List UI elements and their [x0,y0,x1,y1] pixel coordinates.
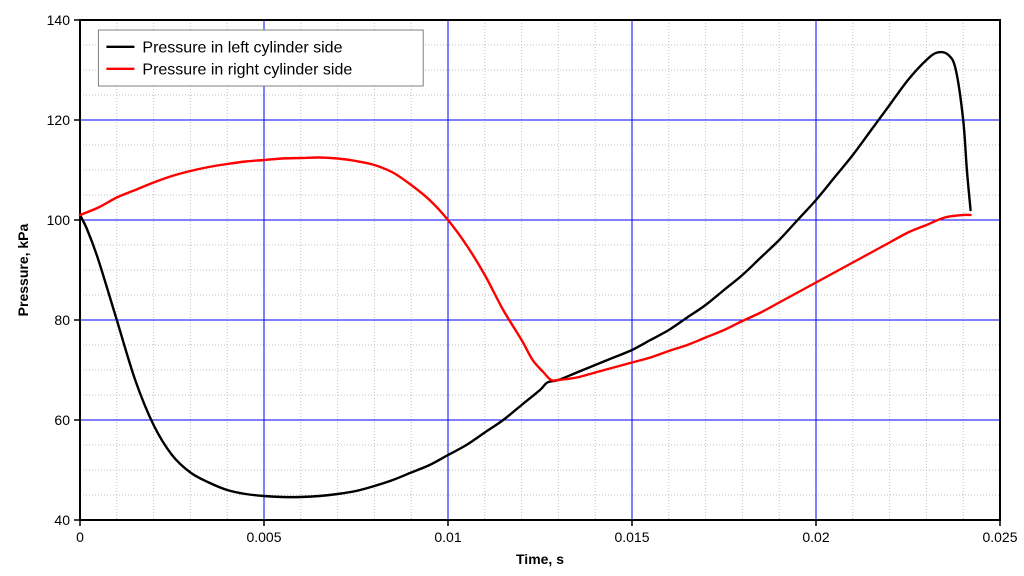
x-tick-label: 0.025 [982,529,1017,545]
x-tick-label: 0 [76,529,84,545]
legend-label-0: Pressure in left cylinder side [142,39,342,56]
x-tick-label: 0.01 [434,529,461,545]
y-tick-label: 80 [54,312,70,328]
y-tick-label: 120 [47,112,71,128]
y-tick-label: 40 [54,512,70,528]
x-tick-label: 0.005 [246,529,281,545]
y-tick-label: 140 [47,12,71,28]
x-axis-label: Time, s [516,551,564,567]
y-axis-label: Pressure, kPa [15,223,31,316]
pressure-line-chart: 0 0.005 0.01 0.015 0.02 0.025 40 60 80 100 120 140 T… [0,0,1024,576]
y-tick-label: 60 [54,412,70,428]
y-tick-label: 100 [47,212,71,228]
x-tick-label: 0.02 [802,529,829,545]
legend-label-1: Pressure in right cylinder side [142,61,352,78]
x-tick-label: 0.015 [614,529,649,545]
